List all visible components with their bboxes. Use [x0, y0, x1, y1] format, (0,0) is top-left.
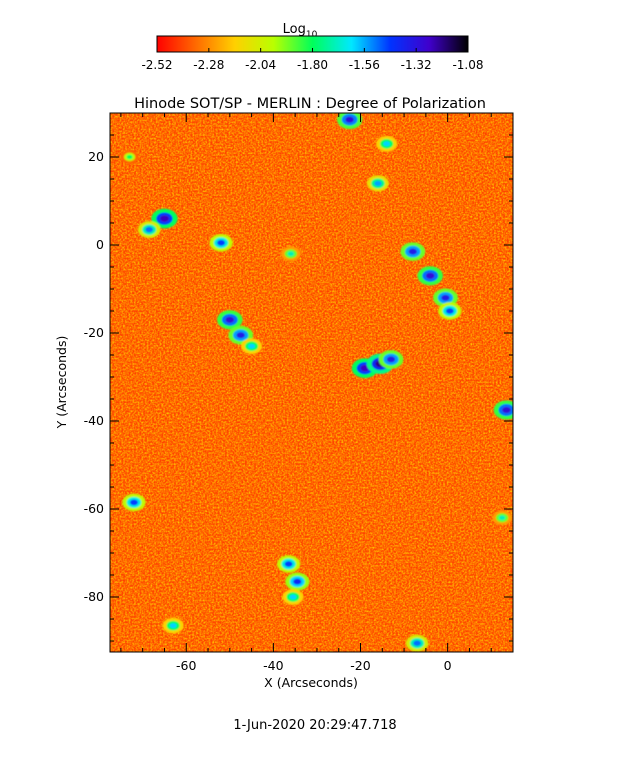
colorbar-title-main: Log	[283, 22, 306, 37]
feature-core	[374, 180, 382, 187]
x-tick-label: -60	[176, 658, 196, 673]
feature-core	[129, 499, 138, 506]
colorbar-tick-label: -1.80	[297, 58, 328, 72]
feature-core	[289, 594, 297, 600]
y-tick-label: 0	[96, 237, 104, 252]
feature-core	[284, 561, 293, 567]
feature-core	[445, 308, 454, 314]
feature-core	[360, 364, 370, 372]
x-axis: -60 -40 -20 0	[120, 113, 514, 673]
timestamp: 1-Jun-2020 20:29:47.718	[233, 718, 396, 733]
feature-core	[383, 141, 391, 147]
y-tick-label: 20	[88, 149, 104, 164]
colorbar: Log10 -2.52 -2.28 -2.04 -1.80 -1.56 -1.32 -1.0…	[141, 22, 483, 72]
plot-frame	[109, 112, 514, 653]
y-tick-label: -80	[84, 589, 104, 604]
feature-core	[425, 272, 435, 279]
x-axis-label: X (Arcseconds)	[264, 675, 358, 690]
feature-core	[247, 343, 256, 349]
colorbar-tick-label: -1.56	[349, 58, 380, 72]
feature-core	[287, 251, 295, 257]
y-axis-label: Y (Arcseconds)	[54, 336, 69, 430]
feature-core	[408, 248, 418, 255]
colorbar-ticks: -2.52 -2.28 -2.04 -1.80 -1.56 -1.32 -1.08	[141, 48, 484, 72]
x-tick-label: -20	[350, 658, 370, 673]
feature-core	[225, 316, 235, 323]
x-tick-label: -40	[263, 658, 283, 673]
plot-area	[110, 113, 513, 652]
y-tick-label: -20	[84, 325, 104, 340]
y-tick-label: -60	[84, 501, 104, 516]
polarization-features	[120, 113, 513, 652]
feature-core	[236, 332, 245, 339]
feature-core	[413, 640, 422, 647]
colorbar-title-subscript: 10	[306, 30, 318, 40]
feature-core	[145, 226, 154, 233]
feature-core	[217, 239, 226, 246]
colorbar-tick-label: -2.28	[193, 58, 224, 72]
colorbar-tick-label: -2.04	[245, 58, 276, 72]
feature-core	[441, 294, 450, 301]
y-axis: 20 0 -20 -40 -60 -80	[84, 112, 513, 642]
y-tick-label: -40	[84, 413, 104, 428]
feature-core	[502, 406, 511, 414]
feature-core	[126, 154, 133, 160]
colorbar-tick-label: -1.32	[401, 58, 432, 72]
feature-core	[169, 622, 177, 629]
feature-core	[386, 356, 396, 363]
colorbar-tick-label: -1.08	[452, 58, 483, 72]
heatmap-texture	[110, 113, 513, 652]
x-tick-label: 0	[444, 658, 452, 673]
colorbar-tick-label: -2.52	[141, 58, 172, 72]
feature-core	[498, 515, 506, 521]
feature-core	[293, 578, 302, 585]
chart-title: Hinode SOT/SP - MERLIN : Degree of Polar…	[134, 96, 486, 112]
colorbar-title: Log10	[283, 22, 318, 40]
feature-core	[345, 116, 354, 123]
feature-core	[159, 215, 169, 222]
